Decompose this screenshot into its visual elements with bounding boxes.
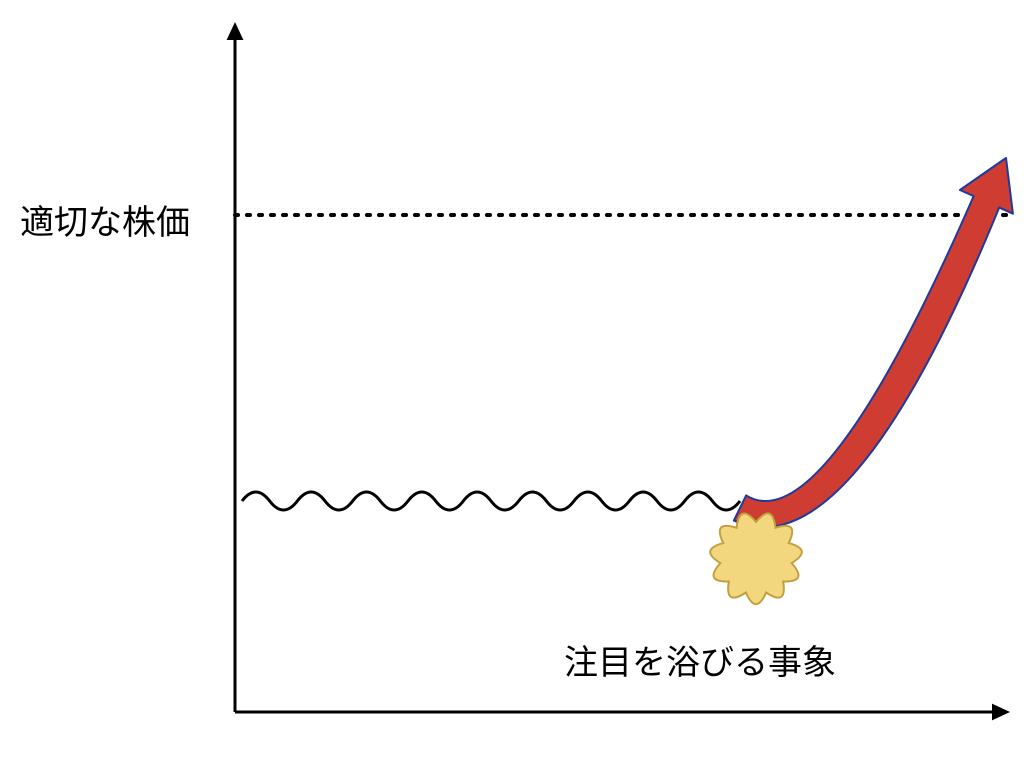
stock-price-diagram: 適切な株価 注目を浴びる事象 (0, 0, 1024, 756)
appropriate-price-label: 適切な株価 (20, 195, 190, 244)
diagram-svg (0, 0, 1024, 756)
attention-event-label: 注目を浴びる事象 (564, 635, 836, 684)
